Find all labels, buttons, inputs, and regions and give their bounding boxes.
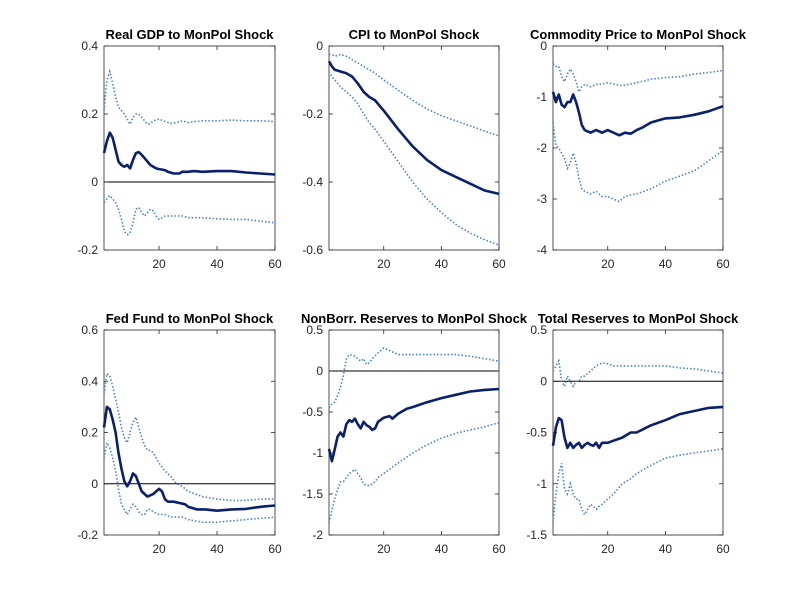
series-line-band-1 bbox=[103, 68, 276, 126]
chart-title: NonBorr. Reserves to MonPol Shock bbox=[301, 311, 528, 326]
x-tick-label: 60 bbox=[492, 257, 506, 271]
series-line-band-2 bbox=[552, 448, 724, 523]
series-line-band-2 bbox=[103, 440, 276, 523]
y-tick-label: -2 bbox=[536, 141, 547, 155]
panel-4: -0.2 0 0.2 0.4 0.6 20 40 60 Fed Fund to MonPol S… bbox=[77, 311, 282, 556]
y-tick-label: -1 bbox=[312, 446, 323, 460]
series-line-estimate bbox=[327, 60, 500, 196]
axes-frame bbox=[552, 45, 724, 251]
x-tick-label: 40 bbox=[659, 257, 673, 271]
series-line-band-2 bbox=[552, 122, 724, 203]
series-line-estimate bbox=[102, 405, 276, 512]
x-tick-label: 40 bbox=[435, 542, 449, 556]
y-tick-label: -1 bbox=[536, 90, 547, 104]
y-tick-label: 0 bbox=[540, 39, 547, 53]
series-line-band-1 bbox=[552, 358, 724, 389]
axes-frame bbox=[328, 45, 500, 251]
y-tick-label: 0.2 bbox=[81, 107, 98, 121]
x-tick-label: 20 bbox=[152, 542, 166, 556]
y-tick-label: -0.2 bbox=[77, 528, 98, 542]
x-tick-label: 40 bbox=[210, 257, 224, 271]
series-line-estimate bbox=[327, 387, 500, 463]
y-tick-label: -0.2 bbox=[302, 107, 323, 121]
series-line-band-1 bbox=[103, 372, 275, 502]
y-tick-label: -1.5 bbox=[526, 528, 547, 542]
panel-1: -0.2 0 0.2 0.4 20 40 60 Real GDP to MonPol Shoc… bbox=[77, 27, 282, 271]
x-tick-label: 20 bbox=[377, 542, 391, 556]
x-tick-label: 20 bbox=[377, 257, 391, 271]
x-tick-label: 60 bbox=[716, 542, 730, 556]
x-tick-label: 60 bbox=[268, 257, 282, 271]
y-tick-label: 0 bbox=[540, 374, 547, 388]
y-tick-label: 0.5 bbox=[530, 323, 547, 337]
x-tick-label: 20 bbox=[152, 257, 166, 271]
series-line-band-2 bbox=[103, 194, 276, 236]
y-tick-label: -0.6 bbox=[302, 243, 323, 257]
y-tick-label: 0 bbox=[91, 175, 98, 189]
panel-5: -2 -1.5 -1 -0.5 0 0.5 20 40 60 NonBorr. Reserves … bbox=[301, 311, 528, 556]
series-line-estimate bbox=[551, 405, 724, 450]
y-tick-label: -1.5 bbox=[302, 487, 323, 501]
x-tick-label: 20 bbox=[601, 257, 615, 271]
y-tick-label: -0.4 bbox=[302, 175, 323, 189]
series-line-estimate bbox=[551, 91, 724, 137]
y-tick-label: 0.4 bbox=[81, 39, 98, 53]
series-line-band-1 bbox=[329, 53, 500, 137]
chart-title: Total Reserves to MonPol Shock bbox=[538, 311, 739, 326]
series-line-band-2 bbox=[328, 71, 500, 246]
y-tick-label: -0.2 bbox=[77, 243, 98, 257]
chart-title: Fed Fund to MonPol Shock bbox=[106, 311, 274, 326]
series-line-band-1 bbox=[552, 63, 724, 94]
y-tick-label: -1 bbox=[536, 477, 547, 491]
axes-frame bbox=[328, 329, 500, 536]
chart-title: Commodity Price to MonPol Shock bbox=[530, 27, 747, 42]
x-tick-label: 60 bbox=[492, 542, 506, 556]
x-tick-label: 60 bbox=[716, 257, 730, 271]
y-tick-label: -4 bbox=[536, 243, 547, 257]
chart-title: CPI to MonPol Shock bbox=[349, 27, 480, 42]
y-tick-label: -3 bbox=[536, 192, 547, 206]
y-tick-label: 0.2 bbox=[81, 426, 98, 440]
x-tick-label: 20 bbox=[601, 542, 615, 556]
y-tick-label: 0 bbox=[316, 364, 323, 378]
panel-2: -0.6 -0.4 -0.2 0 20 40 60 CPI to MonPol Shock bbox=[302, 27, 506, 271]
y-tick-label: 0.6 bbox=[81, 323, 98, 337]
chart-title: Real GDP to MonPol Shock bbox=[105, 27, 274, 42]
series-line-estimate bbox=[102, 131, 276, 176]
y-tick-label: -0.5 bbox=[526, 426, 547, 440]
x-tick-label: 40 bbox=[659, 542, 673, 556]
x-tick-label: 40 bbox=[435, 257, 449, 271]
y-tick-label: -2 bbox=[312, 528, 323, 542]
y-tick-label: 0 bbox=[91, 477, 98, 491]
y-tick-label: -0.5 bbox=[302, 405, 323, 419]
y-tick-label: 0.5 bbox=[306, 323, 323, 337]
x-tick-label: 40 bbox=[210, 542, 224, 556]
axes-frame bbox=[103, 329, 276, 536]
series-line-band-2 bbox=[328, 421, 500, 523]
series-line-band-1 bbox=[328, 347, 500, 409]
axes-frame bbox=[103, 45, 276, 251]
panel-6: -1.5 -1 -0.5 0 0.5 20 40 60 Total Reserves to Mo… bbox=[526, 311, 739, 556]
y-tick-label: 0 bbox=[316, 39, 323, 53]
y-tick-label: 0.4 bbox=[81, 374, 98, 388]
x-tick-label: 60 bbox=[268, 542, 282, 556]
panel-3: -4 -3 -2 -1 0 20 40 60 Commodity Price to MonPol… bbox=[530, 27, 747, 271]
